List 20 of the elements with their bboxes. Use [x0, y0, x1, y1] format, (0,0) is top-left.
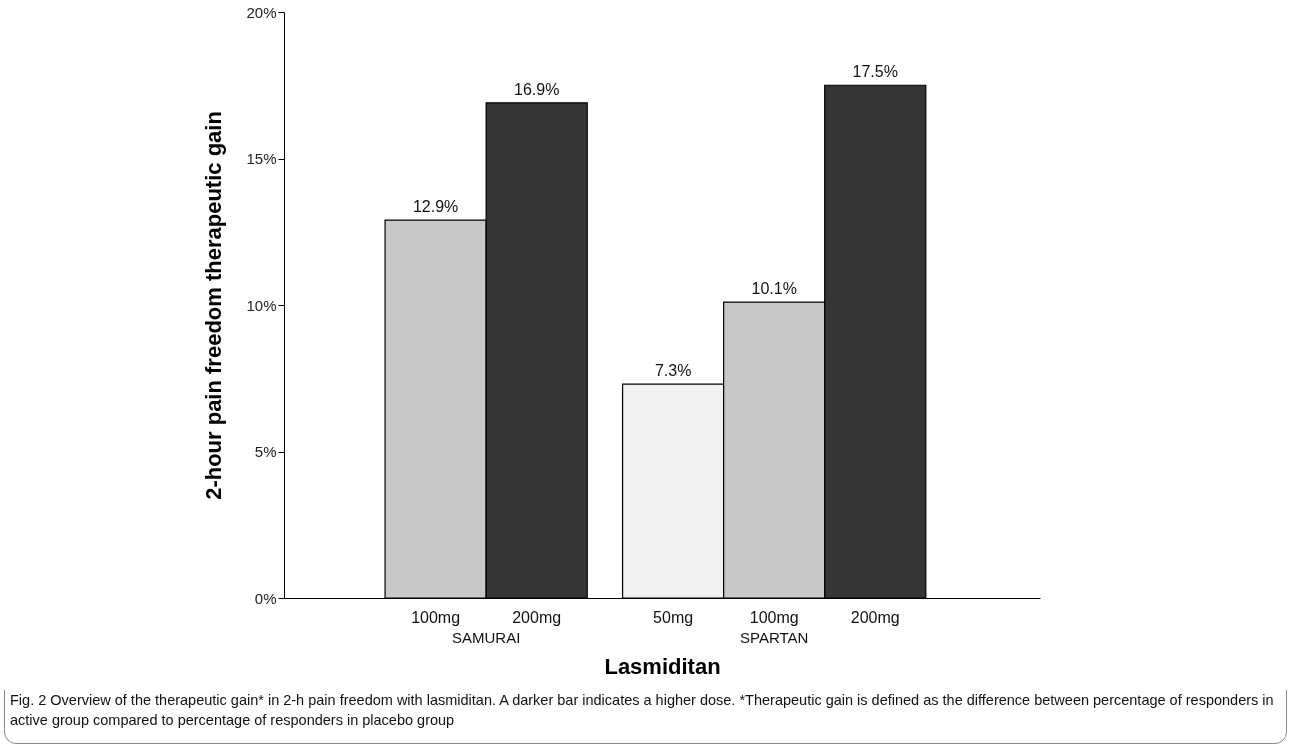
- caption: Fig. 2 Overview of the therapeutic gain* in 2-h pain freedom with lasmiditan. A darker bar indicates a higher dose. *Therapeutic gain is defined as the difference between percentage of responders in active group compared to percentage of responders in placebo group: [10, 691, 1275, 730]
- data-label: 10.1%: [751, 280, 797, 298]
- x-tick-label: 200mg: [850, 609, 900, 626]
- y-tick-label: 10%: [246, 296, 277, 314]
- data-label: 16.9%: [513, 80, 560, 98]
- y-tick-label: 15%: [246, 150, 277, 167]
- y-tick-label: 0%: [254, 589, 277, 607]
- text: SPARTAN: [740, 629, 809, 646]
- x-axis-title: Lasmiditan: [604, 653, 721, 679]
- x-tick-label: 200mg: [512, 609, 562, 626]
- y-tick-label: 20%: [246, 3, 277, 21]
- x-tick-label: 100mg: [411, 609, 461, 626]
- x-tick-label: 50mg: [653, 609, 694, 626]
- text: SAMURAI: [451, 629, 521, 646]
- data-label: 7.3%: [654, 362, 692, 380]
- y-axis-title: 2-hour pain freedom therapeutic gain: [201, 111, 227, 500]
- data-label: 12.9%: [412, 198, 459, 216]
- data-label: 17.5%: [852, 63, 898, 81]
- x-tick-label: 100mg: [749, 609, 799, 626]
- y-tick-label: 5%: [254, 443, 277, 460]
